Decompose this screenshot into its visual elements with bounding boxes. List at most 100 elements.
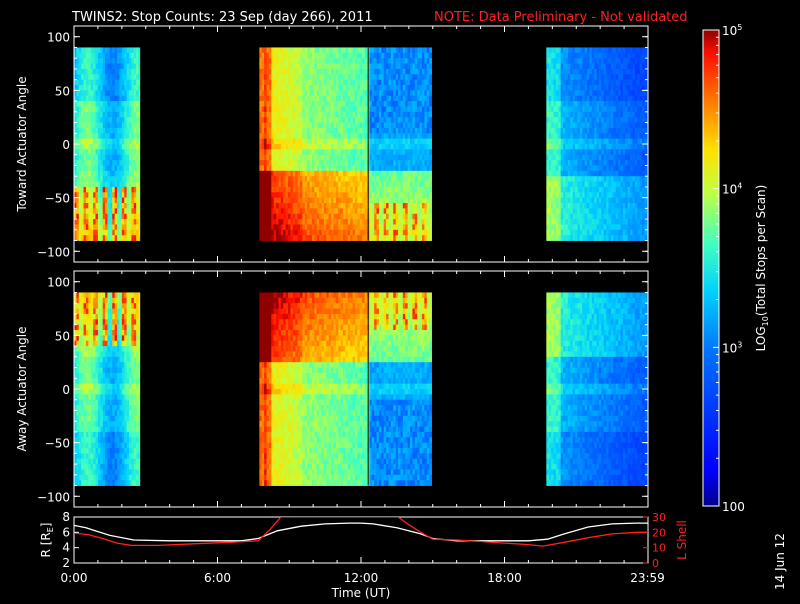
heatmap-cell (405, 68, 409, 75)
heatmap-cell (95, 101, 99, 107)
heatmap-cell (634, 197, 638, 204)
heatmap-cell (395, 47, 399, 54)
heatmap-cell (319, 181, 322, 188)
heatmap-cell (376, 63, 380, 70)
heatmap-cell (594, 85, 597, 91)
heatmap-cell (584, 111, 588, 118)
heatmap-cell (369, 58, 373, 64)
heatmap-cell (323, 85, 327, 91)
heatmap-cell (393, 186, 397, 193)
heatmap-cell (579, 170, 583, 177)
heatmap-cell (429, 127, 432, 134)
heatmap-cell (319, 197, 322, 204)
heatmap-cell (565, 122, 569, 129)
heatmap-cell (295, 79, 299, 86)
heatmap-cell (429, 74, 432, 81)
heatmap-cell (632, 197, 636, 204)
heatmap-cell (133, 170, 137, 177)
heatmap-cell (114, 229, 118, 236)
heatmap-cell (419, 111, 423, 118)
heatmap-cell (264, 219, 267, 225)
heatmap-cell (338, 154, 342, 161)
heatmap-cell (555, 235, 559, 241)
heatmap-cell (567, 203, 571, 209)
heatmap-cell (632, 186, 636, 193)
heatmap-cell (112, 133, 116, 140)
heatmap-cell (78, 235, 82, 241)
heatmap-cell (328, 138, 332, 145)
heatmap-cell (632, 111, 636, 118)
heatmap-cell (357, 52, 361, 59)
heatmap-cell (311, 165, 315, 172)
heatmap-cell (107, 85, 111, 91)
heatmap-cell (307, 149, 310, 156)
heatmap-cell (637, 138, 641, 145)
heatmap-cell (414, 101, 418, 107)
heatmap-cell (285, 235, 289, 241)
heatmap-cell (402, 68, 406, 75)
heatmap-cell (266, 122, 270, 129)
heatmap-cell (369, 229, 373, 236)
heatmap-cell (634, 170, 638, 177)
heatmap-cell (594, 160, 597, 166)
heatmap-cell (109, 122, 113, 129)
heatmap-cell (634, 203, 638, 209)
heatmap-cell (608, 95, 612, 102)
heatmap-cell (563, 90, 566, 97)
heatmap-cell (582, 165, 586, 172)
heatmap-cell (395, 235, 399, 241)
heatmap-cell (390, 68, 394, 75)
heatmap-cell (107, 117, 111, 123)
heatmap-cell (350, 52, 354, 59)
heatmap-cell (589, 74, 593, 81)
heatmap-cell (90, 79, 94, 86)
heatmap-cell (548, 235, 552, 241)
heatmap-cell (419, 122, 423, 129)
heatmap-cell (304, 160, 308, 166)
heatmap-cell (102, 154, 106, 161)
heatmap-cell (74, 197, 77, 204)
heatmap-cell (551, 154, 554, 161)
heatmap-cell (83, 95, 87, 102)
heatmap-cell (76, 192, 80, 199)
heatmap-cell (374, 149, 377, 156)
heatmap-cell (584, 138, 588, 145)
heatmap-cell (376, 154, 380, 161)
heatmap-cell (376, 95, 380, 102)
heatmap-cell (417, 85, 420, 91)
heatmap-cell (350, 122, 354, 129)
heatmap-cell (369, 127, 373, 134)
heatmap-cell (359, 165, 363, 172)
heatmap-cell (398, 52, 401, 59)
heatmap-cell (555, 111, 559, 118)
heatmap-cell (131, 186, 135, 193)
heatmap-cell (398, 79, 401, 86)
heatmap-cell (302, 133, 306, 140)
heatmap-cell (407, 149, 411, 156)
heatmap-cell (374, 47, 377, 54)
heatmap-cell (261, 144, 265, 150)
heatmap-cell (133, 63, 137, 70)
heatmap-cell (97, 133, 101, 140)
heatmap-cell (630, 213, 633, 220)
heatmap-cell (309, 79, 313, 86)
heatmap-cell (383, 74, 387, 81)
heatmap-cell (402, 160, 406, 166)
heatmap-cell (93, 229, 96, 236)
heatmap-cell (292, 95, 296, 102)
heatmap-cell (300, 95, 303, 102)
heatmap-cell (126, 219, 130, 225)
heatmap-cell (575, 192, 578, 199)
heatmap-cell (85, 47, 89, 54)
heatmap-cell (280, 192, 284, 199)
heatmap-cell (138, 68, 141, 75)
heatmap-cell (383, 138, 387, 145)
heatmap-cell (302, 208, 306, 215)
heatmap-cell (323, 127, 327, 134)
heatmap-cell (587, 52, 590, 59)
heatmap-cell (410, 219, 413, 225)
heatmap-cell (268, 208, 272, 215)
heatmap-cell (121, 149, 125, 156)
heatmap-cell (350, 106, 354, 113)
heatmap-cell (563, 106, 566, 113)
